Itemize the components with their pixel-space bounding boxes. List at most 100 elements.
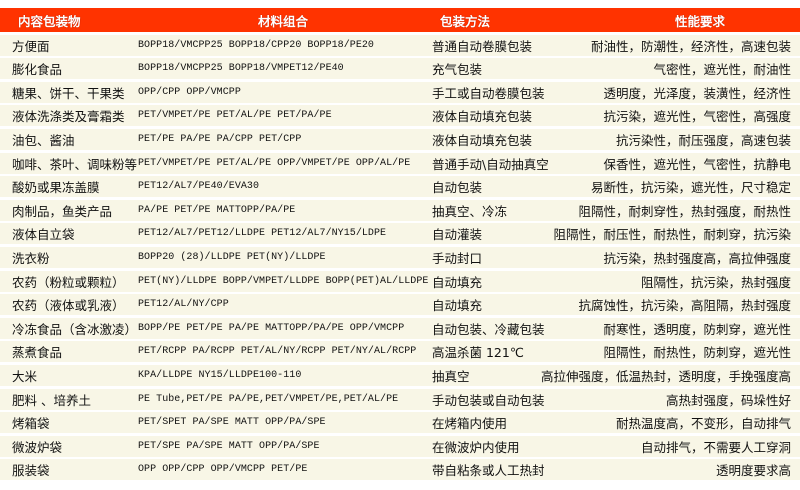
table-row: 冷冻食品（含冰激凌） BOPP/PE PET/PE PA/PE MATTOPP/P…	[0, 317, 800, 339]
cell-content: 肥料 、培养土	[12, 392, 91, 408]
cell-performance: 气密性，遮光性，耐油性	[653, 62, 791, 78]
cell-group-method-performance: 在烤箱内使用 耐热温度高，不变形，自动排气	[428, 413, 800, 432]
packaging-table: 内容包装物 材料组合 包装方法 性能要求 方便面 BOPP18/VMCPP25 B…	[0, 8, 800, 481]
cell-method: 普通自动卷膜包装	[432, 38, 533, 54]
cell-content: 冷冻食品（含冰激凌）	[12, 321, 138, 337]
cell-method: 带自粘条或人工热封	[432, 463, 545, 479]
cell-performance: 保香性，遮光性，气密性，抗静电	[603, 156, 791, 172]
cell-performance: 耐热温度高，不变形，自动排气	[615, 416, 791, 432]
cell-performance: 阻隔性，耐刺穿性，热封强度，耐热性	[578, 203, 791, 219]
cell-group-method-performance: 液体自动填充包装 抗污染性，耐压强度，高速包装	[428, 130, 800, 149]
table-row: 液体洗涤类及膏霜类 PET/VMPET/PE PET/AL/PE PET/PA/P…	[0, 105, 800, 127]
cell-material: PET/SPE PA/SPE MATT OPP/PA/SPE	[138, 440, 320, 452]
cell-performance: 抗腐蚀性，抗污染，高阻隔，热封强度	[578, 298, 791, 314]
cell-performance: 高热封强度，码垛性好	[665, 392, 791, 408]
cell-method: 液体自动填充包装	[432, 132, 533, 148]
cell-method: 自动填充	[432, 274, 483, 290]
cell-material: PET/SPET PA/SPE MATT OPP/PA/SPE	[138, 417, 326, 429]
table-row: 膨化食品 BOPP18/VMCPP25 BOPP18/VMPET12/PE40 充气…	[0, 58, 800, 80]
cell-method: 在烤箱内使用	[432, 416, 508, 432]
table-body: 方便面 BOPP18/VMCPP25 BOPP18/CPP20 BOPP18/PE…	[0, 34, 800, 481]
cell-group-method-performance: 自动包装、冷藏包装 耐寒性，透明度，防刺穿，遮光性	[428, 319, 800, 338]
cell-method: 在微波炉内使用	[432, 439, 520, 455]
cell-material: PA/PE PET/PE MATTOPP/PA/PE	[138, 204, 296, 216]
cell-group-method-performance: 普通自动卷膜包装 耐油性，防潮性，经济性，高速包装	[428, 36, 800, 55]
table-row: 肉制品，鱼类产品 PA/PE PET/PE MATTOPP/PA/PE 抽真空、冷冻…	[0, 199, 800, 221]
cell-material: PET(NY)/LLDPE BOPP/VMPET/LLDPE BOPP(PET)…	[138, 275, 429, 287]
cell-method: 手动封口	[432, 250, 483, 266]
cell-method: 高温杀菌 121℃	[432, 345, 524, 361]
cell-material: PET/PE PA/PE PA/CPP PET/CPP	[138, 133, 302, 145]
cell-method: 手动包装或自动包装	[432, 392, 545, 408]
cell-content: 咖啡、茶叶、调味粉等	[12, 156, 138, 172]
cell-material: PET/VMPET/PE PET/AL/PE OPP/VMPET/PE OPP/…	[138, 157, 411, 169]
cell-content: 油包、酱油	[12, 132, 75, 148]
cell-material: OPP/CPP OPP/VMCPP	[138, 86, 241, 98]
table-row: 蒸煮食品 PET/RCPP PA/RCPP PET/AL/NY/RCPP PET/…	[0, 341, 800, 363]
cell-method: 自动包装	[432, 180, 483, 196]
table-row: 农药（液体或乳液） PET12/AL/NY/CPP 自动填充 抗腐蚀性，抗污染，高阻隔…	[0, 294, 800, 316]
cell-group-method-performance: 高温杀菌 121℃ 阻隔性，耐热性，防刺穿，遮光性	[428, 342, 800, 361]
cell-performance: 抗污染，遮光性，气密性，高强度	[603, 109, 791, 125]
cell-method: 普通手动\自动抽真空	[432, 156, 549, 172]
cell-performance: 易断性，抗污染，遮光性，尺寸稳定	[590, 180, 791, 196]
cell-performance: 透明度要求高	[715, 463, 791, 479]
cell-performance: 阻隔性，耐热性，防刺穿，遮光性	[603, 345, 791, 361]
cell-performance: 阻隔性，耐压性，耐热性，耐刺穿，抗污染	[553, 227, 791, 243]
cell-method: 液体自动填充包装	[432, 109, 533, 125]
cell-content: 农药（粉粒或颗粒）	[12, 274, 125, 290]
cell-content: 农药（液体或乳液）	[12, 298, 125, 314]
table-row: 洗衣粉 BOPP20 (28)/LLDPE PET(NY)/LLDPE 手动封口 抗污…	[0, 246, 800, 268]
cell-performance: 阻隔性，抗污染，热封强度	[640, 274, 791, 290]
table-row: 烤箱袋 PET/SPET PA/SPE MATT OPP/PA/SPE 在烤箱内使用…	[0, 412, 800, 434]
cell-method: 充气包装	[432, 62, 483, 78]
cell-material: BOPP/PE PET/PE PA/PE MATTOPP/PA/PE OPP/V…	[138, 322, 405, 334]
cell-material: KPA/LLDPE NY15/LLDPE100-110	[138, 369, 302, 381]
cell-material: BOPP18/VMCPP25 BOPP18/VMPET12/PE40	[138, 63, 344, 75]
cell-method: 自动填充	[432, 298, 483, 314]
cell-content: 液体洗涤类及膏霜类	[12, 109, 125, 125]
cell-content: 服装袋	[12, 463, 50, 479]
table-row: 服装袋 OPP OPP/CPP OPP/VMCPP PET/PE 带自粘条或人工热封…	[0, 459, 800, 481]
cell-group-method-performance: 带自粘条或人工热封 透明度要求高	[428, 460, 800, 479]
cell-performance: 透明度，光泽度，装潢性，经济性	[603, 85, 791, 101]
header-content: 内容包装物	[18, 13, 81, 29]
cell-content: 微波炉袋	[12, 439, 63, 455]
cell-group-method-performance: 在微波炉内使用 自动排气，不需要人工穿洞	[428, 437, 800, 456]
cell-group-method-performance: 手动封口 抗污染，热封强度高，高拉伸强度	[428, 248, 800, 267]
cell-content: 烤箱袋	[12, 416, 50, 432]
cell-group-method-performance: 自动填充 抗腐蚀性，抗污染，高阻隔，热封强度	[428, 295, 800, 314]
cell-material: PET/RCPP PA/RCPP PET/AL/NY/RCPP PET/NY/A…	[138, 346, 417, 358]
cell-group-method-performance: 充气包装 气密性，遮光性，耐油性	[428, 59, 800, 78]
table-row: 肥料 、培养土 PE Tube,PET/PE PA/PE,PET/VMPET/PE…	[0, 388, 800, 410]
cell-group-method-performance: 手工或自动卷膜包装 透明度，光泽度，装潢性，经济性	[428, 83, 800, 102]
table-row: 酸奶或果冻盖膜 PET12/AL7/PE40/EVA30 自动包装 易断性，抗污染，遮…	[0, 176, 800, 198]
header-material: 材料组合	[257, 13, 308, 29]
cell-content: 洗衣粉	[12, 250, 50, 266]
table-row: 糖果、饼干、干果类 OPP/CPP OPP/VMCPP 手工或自动卷膜包装 透明度，光…	[0, 81, 800, 103]
cell-group-method-performance: 普通手动\自动抽真空 保香性，遮光性，气密性，抗静电	[428, 154, 800, 173]
cell-material: OPP OPP/CPP OPP/VMCPP PET/PE	[138, 464, 308, 476]
cell-material: PET12/AL/NY/CPP	[138, 299, 229, 311]
cell-material: BOPP20 (28)/LLDPE PET(NY)/LLDPE	[138, 251, 326, 263]
cell-content: 酸奶或果冻盖膜	[12, 180, 100, 196]
cell-method: 自动灌装	[432, 227, 483, 243]
cell-material: PET12/AL7/PET12/LLDPE PET12/AL7/NY15/LDP…	[138, 228, 387, 240]
table-header: 内容包装物 材料组合 包装方法 性能要求	[0, 8, 800, 32]
table-row: 大米 KPA/LLDPE NY15/LLDPE100-110 抽真空 高拉伸强度，低温…	[0, 364, 800, 386]
cell-performance: 耐油性，防潮性，经济性，高速包装	[590, 38, 791, 54]
cell-group-method-performance: 抽真空、冷冻 阻隔性，耐刺穿性，热封强度，耐热性	[428, 201, 800, 220]
cell-performance: 自动排气，不需要人工穿洞	[640, 439, 791, 455]
cell-content: 大米	[12, 368, 38, 384]
cell-material: PET/VMPET/PE PET/AL/PE PET/PA/PE	[138, 110, 332, 122]
table-row: 微波炉袋 PET/SPE PA/SPE MATT OPP/PA/SPE 在微波炉内使…	[0, 435, 800, 457]
cell-group-method-performance: 手动包装或自动包装 高热封强度，码垛性好	[428, 390, 800, 409]
cell-content: 方便面	[12, 38, 50, 54]
cell-content: 肉制品，鱼类产品	[12, 203, 113, 219]
cell-method: 抽真空、冷冻	[432, 203, 508, 219]
cell-performance: 抗污染性，耐压强度，高速包装	[615, 132, 791, 148]
cell-method: 自动包装、冷藏包装	[432, 321, 545, 337]
table-row: 农药（粉粒或颗粒） PET(NY)/LLDPE BOPP/VMPET/LLDPE …	[0, 270, 800, 292]
cell-group-method-performance: 自动包装 易断性，抗污染，遮光性，尺寸稳定	[428, 177, 800, 196]
cell-performance: 抗污染，热封强度高，高拉伸强度	[603, 250, 791, 266]
